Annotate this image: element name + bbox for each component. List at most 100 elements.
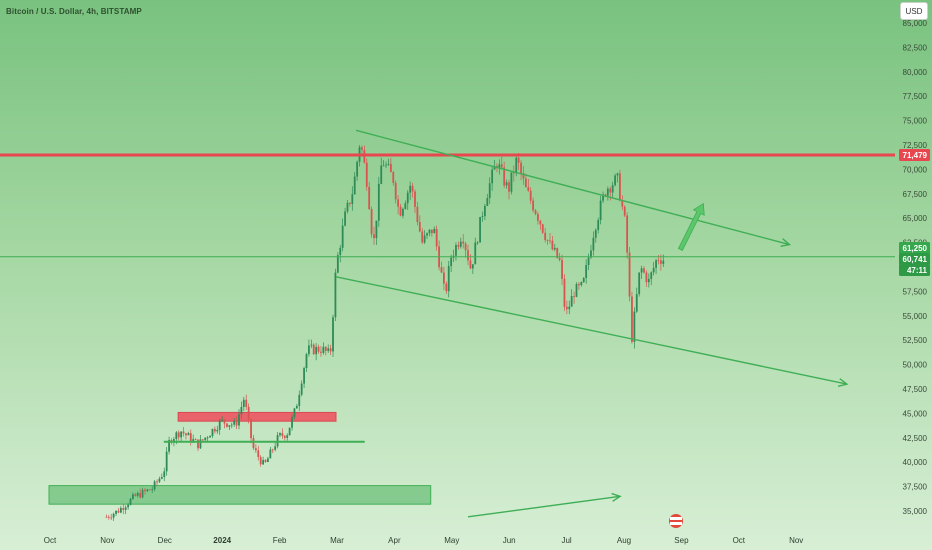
- candle-body: [317, 346, 320, 352]
- x-tick-label: Dec: [158, 536, 172, 545]
- candle-body: [127, 504, 129, 508]
- candle-body: [298, 394, 301, 407]
- candle-body: [414, 191, 416, 207]
- candle-body: [387, 163, 390, 165]
- candle-body: [156, 481, 158, 483]
- candle-body: [524, 178, 527, 188]
- x-tick-label: 2024: [213, 536, 231, 545]
- candle-body: [640, 268, 643, 273]
- candle-body: [274, 446, 277, 450]
- candle-body: [520, 162, 522, 174]
- candle-body: [153, 481, 156, 490]
- candle-body: [645, 272, 648, 283]
- candle-body: [464, 243, 467, 251]
- candle-body: [257, 450, 260, 457]
- candle-body: [440, 267, 443, 273]
- candle-body: [122, 507, 125, 510]
- candle-body: [303, 368, 305, 384]
- y-tick-label: 72,500: [903, 141, 928, 150]
- price-label-countdown-tag: [899, 264, 930, 276]
- candle-body: [638, 272, 641, 295]
- candle-body: [136, 492, 139, 496]
- candle-body: [443, 272, 445, 284]
- candle-body: [223, 419, 226, 424]
- candle-body: [329, 348, 332, 352]
- candle-body: [344, 211, 346, 226]
- candle-body: [291, 416, 293, 428]
- x-tick-label: Jul: [561, 536, 571, 545]
- y-tick-label: 45,000: [903, 409, 928, 418]
- candle-body: [450, 257, 453, 267]
- candle-body: [230, 424, 233, 426]
- candle-body: [320, 351, 322, 353]
- channel-lower-line-head: [837, 378, 849, 387]
- candle-body: [631, 296, 633, 342]
- candle-body: [394, 182, 397, 200]
- candle-body: [211, 428, 214, 436]
- candle-body: [132, 494, 134, 499]
- candle-body: [628, 252, 631, 297]
- candle-body: [233, 420, 236, 425]
- candle-body: [611, 185, 614, 193]
- candle-body: [623, 206, 626, 216]
- price-label-countdown: 47:11: [907, 266, 928, 275]
- candle-body: [418, 222, 421, 232]
- candle-body: [235, 420, 238, 426]
- event-flag-stripe: [670, 522, 682, 525]
- candle-body: [168, 440, 170, 452]
- candle-body: [537, 214, 539, 221]
- candle-body: [423, 235, 426, 243]
- candle-body: [221, 419, 224, 421]
- candle-body: [206, 437, 209, 439]
- candle-body: [522, 173, 525, 179]
- candle-body: [151, 489, 154, 491]
- candle-body: [633, 311, 636, 342]
- candle-body: [322, 346, 325, 353]
- symbol-title: Bitcoin / U.S. Dollar, 4h, BITSTAMP: [6, 7, 142, 16]
- candle-body: [361, 147, 363, 150]
- candle-body: [288, 427, 291, 436]
- candle-body: [175, 432, 178, 440]
- candle-body: [197, 439, 199, 449]
- candle-body: [549, 240, 551, 242]
- candle-body: [428, 229, 431, 234]
- channel-upper-line-head: [780, 238, 792, 247]
- candle-body: [327, 348, 330, 351]
- candle-body: [385, 164, 387, 166]
- candle-body: [180, 431, 183, 438]
- y-tick-label: 57,500: [903, 287, 928, 296]
- candle-body: [500, 164, 503, 168]
- candle-body: [510, 172, 513, 192]
- candle-body: [406, 192, 409, 204]
- candle-body: [491, 169, 494, 184]
- candle-body: [459, 241, 462, 247]
- currency-button[interactable]: USD: [900, 2, 928, 20]
- candle-body: [650, 272, 653, 279]
- candle-body: [493, 166, 496, 170]
- x-tick-label: Feb: [273, 536, 287, 545]
- y-tick-label: 50,000: [903, 361, 928, 370]
- candle-body: [105, 516, 108, 518]
- candle-body: [580, 282, 583, 286]
- candle-body: [430, 229, 433, 234]
- candle-body: [295, 406, 298, 409]
- candle-body: [474, 242, 477, 265]
- candle-body: [192, 439, 195, 442]
- candle-body: [565, 306, 568, 310]
- candle-body: [315, 346, 318, 355]
- candle-body: [300, 383, 303, 395]
- candle-body: [558, 257, 561, 260]
- bottom-trend-arrow: [467, 495, 621, 518]
- candle-body: [469, 260, 472, 269]
- candle-body: [310, 344, 313, 346]
- x-tick-label: Mar: [330, 536, 344, 545]
- x-tick-label: Nov: [100, 536, 114, 545]
- candle-body: [457, 245, 460, 247]
- candle-body: [515, 157, 518, 174]
- candle-body: [568, 306, 571, 310]
- candle-body: [503, 167, 506, 186]
- candle-body: [481, 216, 484, 217]
- candle-body: [144, 489, 146, 492]
